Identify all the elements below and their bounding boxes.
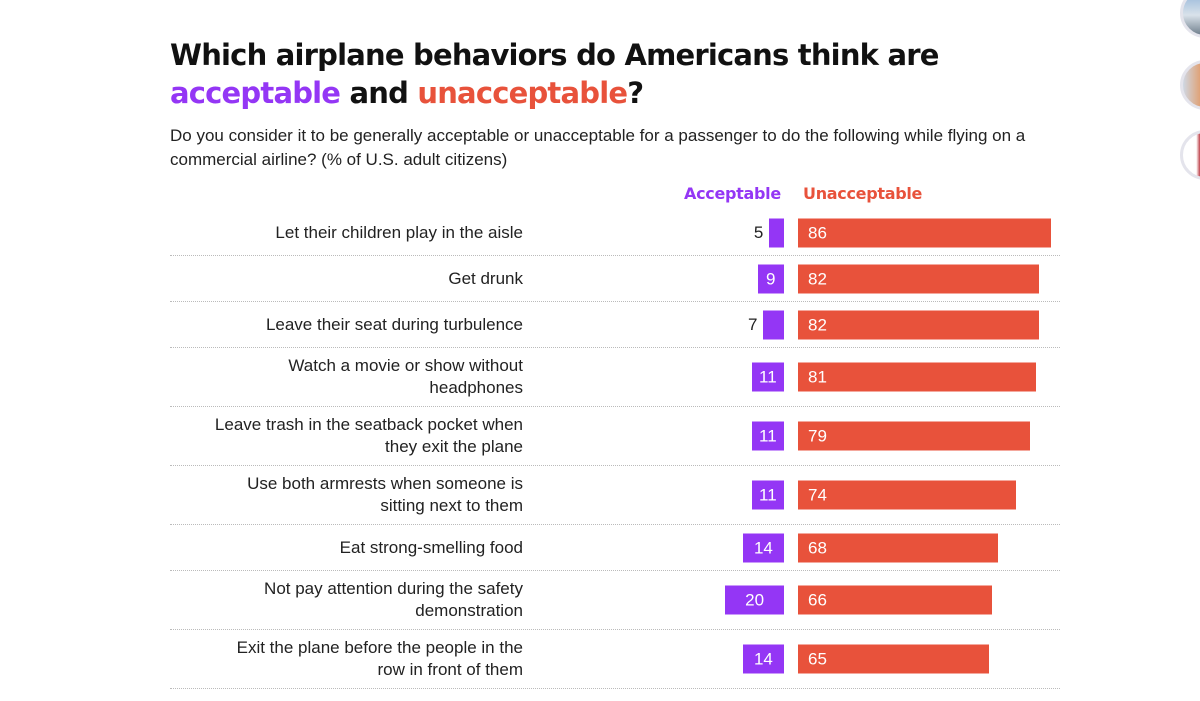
table-row: Not pay attention during the safety demon…	[170, 571, 1060, 630]
category-label: Let their children play in the aisle	[163, 222, 523, 244]
thumbnail-red-object[interactable]	[1180, 130, 1200, 180]
bar-unacceptable: 68	[798, 533, 998, 562]
legend-unacceptable: Unacceptable	[803, 184, 923, 203]
legend-acceptable: Acceptable	[684, 184, 781, 203]
category-label-line: Watch a movie or show without	[288, 356, 523, 375]
value-label-unacceptable: 79	[808, 426, 827, 446]
value-label-acceptable: 14	[753, 538, 773, 557]
value-label-unacceptable: 65	[808, 649, 827, 669]
bar-unacceptable: 82	[798, 310, 1040, 339]
rows: Let their children play in the aisle 5 86 G…	[170, 210, 1060, 689]
category-label: Use both armrests when someone is sitting…	[163, 473, 523, 517]
category-label-line: Eat strong-smelling food	[339, 537, 523, 557]
table-row: Watch a movie or show without headphones 1…	[170, 348, 1060, 407]
category-label-line: Exit the plane before the people in the	[236, 638, 523, 657]
title-text: Which airplane behaviors do Americans th…	[170, 38, 939, 72]
value-label-acceptable: 11	[759, 367, 777, 387]
category-label-line: Let their children play in the aisle	[275, 222, 523, 242]
value-label-unacceptable: 81	[808, 367, 827, 387]
bar-acceptable: 9	[757, 264, 784, 293]
title-acceptable: acceptable	[170, 76, 341, 110]
bar-acceptable: 20	[725, 585, 784, 615]
chart-subtitle: Do you consider it to be generally accep…	[170, 126, 1026, 169]
category-label: Exit the plane before the people in the r…	[163, 637, 523, 681]
category-label: Eat strong-smelling food	[163, 537, 523, 559]
category-label-line: Leave their seat during turbulence	[265, 314, 523, 334]
value-label-acceptable: 9	[766, 269, 776, 288]
chart: Which airplane behaviors do Americans th…	[170, 36, 1060, 689]
bar-acceptable	[763, 310, 784, 339]
value-label-acceptable: 14	[753, 649, 773, 669]
bar-acceptable: 11	[751, 480, 784, 510]
table-row: Let their children play in the aisle 5 86	[170, 210, 1060, 256]
category-label-line: Use both armrests when someone is	[247, 474, 523, 493]
legend: Acceptable Unacceptable	[170, 176, 1060, 210]
value-label-unacceptable: 68	[808, 538, 827, 557]
bar-acceptable: 11	[751, 362, 784, 392]
value-label-acceptable: 11	[759, 426, 777, 446]
value-label-acceptable: 11	[759, 485, 777, 505]
value-label-unacceptable: 74	[808, 485, 827, 505]
category-label-line: Get drunk	[448, 268, 523, 288]
value-label-acceptable: 20	[745, 590, 765, 610]
bar-acceptable: 14	[742, 533, 784, 562]
table-row: Eat strong-smelling food 14 68	[170, 525, 1060, 571]
table-row: Use both armrests when someone is sitting…	[170, 466, 1060, 525]
bar-unacceptable: 79	[798, 421, 1031, 451]
thumbnail-people[interactable]	[1180, 60, 1200, 110]
category-label: Not pay attention during the safety demon…	[163, 578, 523, 622]
value-label-unacceptable: 82	[808, 269, 827, 288]
value-label-unacceptable: 86	[808, 223, 827, 242]
category-label: Watch a movie or show without headphones	[163, 355, 523, 399]
value-label-acceptable: 5	[753, 222, 764, 242]
category-label: Leave their seat during turbulence	[163, 314, 523, 336]
title-and: and	[340, 76, 418, 110]
value-label-acceptable: 7	[747, 314, 758, 334]
bar-unacceptable: 65	[798, 644, 990, 674]
title-unacceptable: unacceptable	[417, 76, 628, 110]
category-label-line: Leave trash in the seatback pocket when	[214, 415, 523, 434]
category-label: Get drunk	[163, 268, 523, 290]
bar-unacceptable: 66	[798, 585, 993, 615]
table-row: Leave their seat during turbulence 7 82	[170, 302, 1060, 348]
value-label-unacceptable: 66	[808, 590, 827, 610]
category-label-line: Not pay attention during the safety	[264, 579, 523, 598]
value-label-unacceptable: 82	[808, 315, 827, 334]
bar-unacceptable: 86	[798, 218, 1051, 247]
category-label-line: row in front of them	[377, 660, 523, 679]
category-label-line: headphones	[429, 378, 523, 397]
category-label-line: they exit the plane	[385, 437, 523, 456]
bar-acceptable	[769, 218, 784, 247]
thumbnail-airplane[interactable]	[1180, 0, 1200, 38]
bar-acceptable: 11	[751, 421, 784, 451]
bar-unacceptable: 81	[798, 362, 1037, 392]
bar-unacceptable: 74	[798, 480, 1016, 510]
chart-title: Which airplane behaviors do Americans th…	[170, 36, 1060, 112]
table-row: Get drunk 9 82	[170, 256, 1060, 302]
category-label: Leave trash in the seatback pocket when t…	[163, 414, 523, 458]
table-row: Exit the plane before the people in the r…	[170, 630, 1060, 689]
category-label-line: demonstration	[415, 601, 523, 620]
bar-acceptable: 14	[742, 644, 784, 674]
bar-unacceptable: 82	[798, 264, 1040, 293]
table-row: Leave trash in the seatback pocket when t…	[170, 407, 1060, 466]
category-label-line: sitting next to them	[380, 496, 523, 515]
title-q: ?	[627, 76, 644, 110]
